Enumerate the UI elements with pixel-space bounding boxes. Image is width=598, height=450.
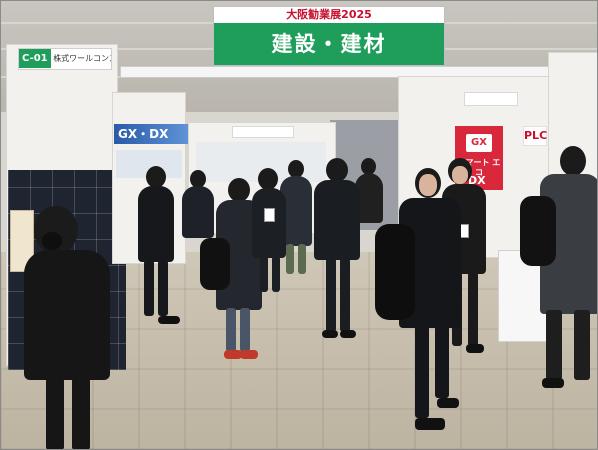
person-leg — [340, 258, 350, 332]
poster-logo: GX — [466, 134, 492, 152]
person-leg — [298, 244, 306, 274]
name-badge — [264, 208, 275, 222]
hair-bun — [42, 232, 62, 250]
booth-code: C-01 — [19, 49, 51, 68]
person-shoe — [158, 316, 180, 324]
booth-header — [232, 126, 294, 138]
person-head — [146, 166, 166, 188]
person-shoe — [542, 378, 564, 388]
person-leg — [260, 256, 268, 292]
person-body — [182, 186, 214, 238]
event-banner: 大阪勧業展2025 建設・建材 — [213, 6, 445, 66]
person-face — [452, 166, 468, 184]
backpack — [520, 196, 556, 266]
person-leg — [72, 378, 90, 450]
person-leg — [240, 308, 250, 352]
person-head — [560, 146, 586, 176]
person-body — [252, 188, 286, 258]
person-shoe — [340, 330, 356, 338]
person-leg — [286, 244, 294, 274]
person-body — [314, 180, 360, 260]
person-head — [258, 168, 278, 190]
backpack — [200, 238, 230, 290]
gx-dx-panel: GX・DX — [114, 124, 188, 144]
person-shoe — [240, 350, 258, 359]
booth-header — [464, 92, 518, 106]
person-leg — [574, 310, 590, 380]
person-body — [24, 250, 110, 380]
poster-subtitle: スマート エコ — [457, 158, 501, 177]
person-leg — [272, 256, 280, 292]
person-shoe — [224, 350, 242, 359]
person-leg — [226, 308, 236, 352]
person-leg — [468, 272, 478, 346]
person-body — [138, 186, 174, 262]
event-title: 大阪勧業展2025 — [286, 8, 372, 21]
booth-company-name: 株式ワールコンストラクション — [53, 54, 111, 63]
person-leg — [326, 258, 336, 332]
person-leg — [546, 310, 562, 380]
person-leg — [144, 260, 154, 316]
backpack — [375, 224, 415, 320]
person-leg — [435, 324, 449, 398]
person-leg — [46, 378, 64, 450]
plc-sign: PLC — [523, 126, 547, 146]
category-title: 建設・建材 — [214, 23, 444, 65]
person-head — [361, 158, 376, 175]
person-shoe — [322, 330, 338, 338]
person-head — [326, 158, 348, 182]
person-shoe — [437, 398, 459, 408]
person-head — [190, 170, 206, 188]
person-head — [288, 160, 304, 178]
person-leg — [415, 324, 429, 418]
person-shoe — [415, 418, 445, 430]
person-leg — [158, 260, 168, 316]
booth-c01-sign: C-01 株式ワールコンストラクション — [18, 48, 112, 70]
person-shoe — [466, 344, 484, 353]
person-face — [419, 174, 437, 196]
dx-label: DX — [468, 174, 486, 187]
person-head — [228, 178, 250, 202]
